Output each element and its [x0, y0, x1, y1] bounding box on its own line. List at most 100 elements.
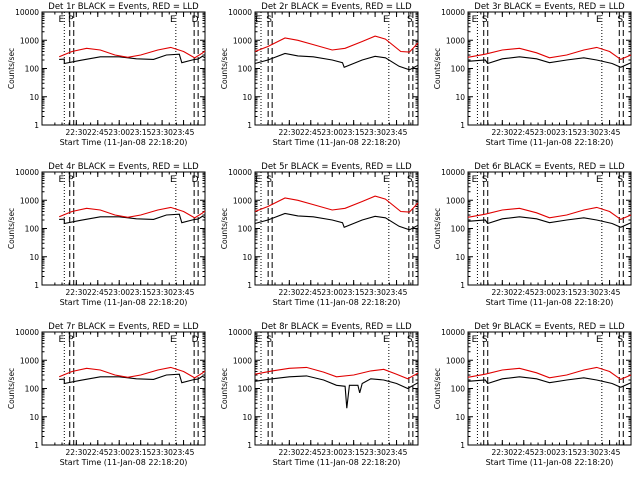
y-tick-label: 100	[25, 385, 40, 394]
x-axis-label: Start Time (11-Jan-08 22:18:20)	[273, 138, 401, 147]
x-tick-label: 23:15	[556, 448, 578, 457]
x-tick-label: 22:30	[279, 288, 301, 297]
event-marker-label: E	[170, 15, 176, 25]
y-tick-label: 1000	[20, 36, 39, 45]
y-tick-label: 10000	[15, 328, 39, 337]
plot-frame	[254, 331, 419, 446]
y-tick-label: 10	[455, 253, 465, 262]
y-tick-label: 1	[247, 121, 252, 130]
events-series-line	[59, 53, 206, 65]
event-marker-label: S	[482, 15, 488, 25]
y-tick-label: 10000	[441, 168, 465, 177]
x-tick-label: 23:45	[173, 128, 195, 137]
x-tick-label: 22:45	[513, 288, 535, 297]
x-tick-label: 23:15	[343, 448, 365, 457]
event-marker-label: S	[266, 175, 272, 185]
y-tick-label: 1000	[446, 36, 465, 45]
x-tick-label: 23:15	[343, 128, 365, 137]
events-series-line	[254, 52, 419, 71]
x-tick-label: 23:30	[577, 128, 599, 137]
y-tick-label: 1000	[233, 356, 252, 365]
detector-panel-4: Det 4r BLACK = Events, RED = LLD 1 10 100 10…	[7, 162, 206, 307]
x-tick-label: 23:00	[534, 128, 556, 137]
x-tick-label: 23:30	[151, 288, 173, 297]
y-tick-label: 10	[29, 93, 39, 102]
lld-series-line	[254, 35, 419, 53]
x-tick-label: 23:45	[599, 448, 621, 457]
events-series-line	[467, 56, 632, 68]
y-tick-label: 100	[451, 65, 466, 74]
panel-title: Det 3r BLACK = Events, RED = LLD	[474, 2, 625, 12]
detector-panel-2: Det 2r BLACK = Events, RED = LLD 1 10 100 10…	[220, 2, 419, 147]
y-tick-label: 10000	[441, 328, 465, 337]
x-axis-label: Start Time (11-Jan-08 22:18:20)	[486, 138, 614, 147]
x-tick-label: 23:00	[321, 288, 343, 297]
panel-title: Det 7r BLACK = Events, RED = LLD	[48, 322, 199, 332]
x-tick-label: 23:45	[599, 288, 621, 297]
event-marker-label: E	[472, 175, 478, 185]
x-tick-label: 23:30	[364, 448, 386, 457]
y-axis-label: Counts/sec	[433, 48, 442, 89]
y-tick-label: 1	[247, 281, 252, 290]
x-tick-label: 22:45	[87, 128, 109, 137]
lld-series-line	[254, 195, 419, 213]
y-tick-label: 100	[25, 65, 40, 74]
event-marker-label: E	[255, 15, 261, 25]
y-tick-label: 1	[247, 441, 252, 450]
y-tick-label: 100	[238, 225, 253, 234]
lld-series-line	[467, 46, 632, 61]
y-tick-label: 1000	[20, 196, 39, 205]
y-tick-label: 10000	[228, 328, 252, 337]
x-tick-label: 23:15	[130, 288, 152, 297]
x-tick-label: 23:30	[577, 288, 599, 297]
event-marker-label: E	[596, 335, 602, 345]
x-tick-label: 23:00	[108, 288, 130, 297]
y-tick-label: 1000	[446, 196, 465, 205]
y-tick-label: 1	[34, 281, 39, 290]
event-marker-label: E	[170, 175, 176, 185]
x-tick-label: 22:45	[87, 288, 109, 297]
x-tick-label: 23:45	[386, 448, 408, 457]
y-tick-label: 10000	[15, 8, 39, 17]
event-marker-label: E	[383, 175, 389, 185]
y-tick-label: 1	[460, 121, 465, 130]
y-tick-label: 1000	[446, 356, 465, 365]
x-tick-label: 23:00	[321, 448, 343, 457]
event-marker-label: E	[58, 175, 64, 185]
x-axis-label: Start Time (11-Jan-08 22:18:20)	[60, 138, 188, 147]
lld-series-line	[467, 206, 632, 221]
detector-panel-5: Det 5r BLACK = Events, RED = LLD 1 10 100 10…	[220, 162, 419, 307]
detector-panel-7: Det 7r BLACK = Events, RED = LLD 1 10 100 10…	[7, 322, 206, 467]
y-axis-label: Counts/sec	[7, 368, 16, 409]
x-tick-label: 23:00	[534, 448, 556, 457]
y-axis-label: Counts/sec	[220, 208, 229, 249]
event-marker-label: S	[482, 335, 488, 345]
y-axis-label: Counts/sec	[220, 368, 229, 409]
event-marker-label: S	[266, 15, 272, 25]
event-marker-label: E	[255, 175, 261, 185]
event-marker-label: D	[192, 175, 199, 185]
x-tick-label: 23:30	[364, 128, 386, 137]
plot-frame	[254, 11, 419, 126]
x-tick-label: 23:45	[386, 128, 408, 137]
y-tick-label: 1000	[233, 196, 252, 205]
y-tick-label: 1	[460, 281, 465, 290]
y-tick-label: 100	[451, 385, 466, 394]
event-marker-label: S	[407, 15, 413, 25]
event-marker-label: E	[58, 335, 64, 345]
plot-frame	[467, 11, 632, 126]
x-tick-label: 23:15	[130, 448, 152, 457]
x-tick-label: 22:45	[513, 448, 535, 457]
y-axis-label: Counts/sec	[220, 48, 229, 89]
plot-frame	[41, 171, 206, 286]
x-tick-label: 23:15	[343, 288, 365, 297]
x-tick-label: 23:45	[386, 288, 408, 297]
event-marker-label: S	[617, 335, 623, 345]
x-axis-label: Start Time (11-Jan-08 22:18:20)	[486, 458, 614, 467]
y-tick-label: 1	[34, 121, 39, 130]
lld-series-line	[58, 46, 206, 59]
y-tick-label: 10	[29, 413, 39, 422]
x-tick-label: 23:15	[556, 288, 578, 297]
y-tick-label: 10000	[228, 168, 252, 177]
detector-panel-9: Det 9r BLACK = Events, RED = LLD 1 10 100 10…	[433, 322, 632, 467]
